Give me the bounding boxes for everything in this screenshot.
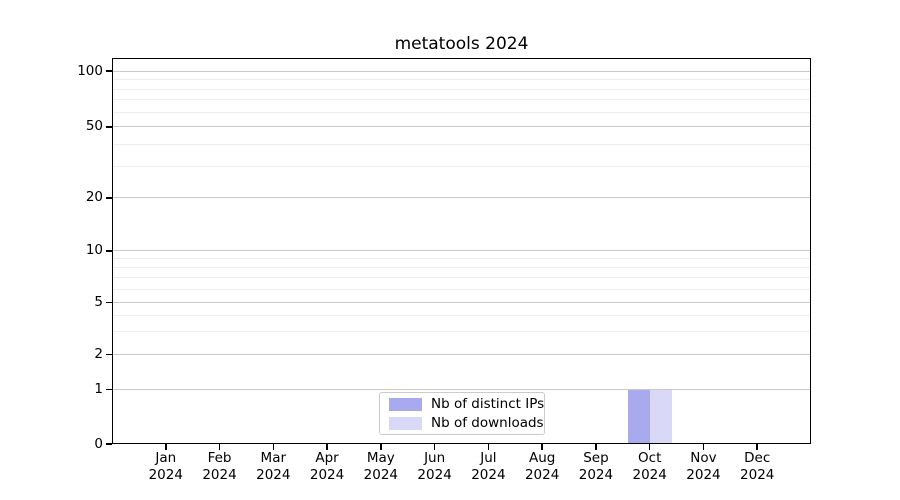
y-tick-mark [106,301,112,304]
y-tick-mark [106,197,112,199]
x-tick-mark [756,444,759,450]
x-tick-mark [380,444,382,450]
x-tick-label: Feb 2024 [202,450,237,483]
y-tick-mark [106,443,112,445]
legend: Nb of distinct IPs Nb of downloads [379,392,545,435]
grid-major-line [112,126,811,128]
x-tick-mark [164,444,167,450]
y-tick-mark [106,126,112,128]
grid-minor-line [112,111,811,113]
grid-minor-line [112,143,811,145]
x-tick-mark [541,444,543,450]
grid-minor-line [112,266,811,268]
legend-row: Nb of downloads [389,415,544,431]
grid-major-line [112,250,811,252]
grid-major-line [112,70,811,72]
bar-downloads [649,389,672,444]
x-tick-mark [595,444,597,450]
y-tick-mark [106,249,112,252]
y-tick-label: 5 [94,294,103,311]
bar-distinct-ips [627,389,650,444]
x-tick-label: Dec 2024 [740,450,775,483]
chart-title: metatools 2024 [394,34,529,54]
grid-minor-line [112,165,811,167]
x-tick-mark [702,444,705,450]
grid-minor-line [112,258,811,260]
legend-swatch [389,397,422,411]
y-tick-label: 1 [94,381,103,398]
x-tick-label: Jul 2024 [471,450,506,483]
grid-major-line [112,389,811,391]
x-tick-label: May 2024 [363,450,399,483]
grid-minor-line [112,276,811,278]
legend-swatch [389,416,422,430]
legend-row: Nb of distinct IPs [389,396,544,412]
grid-major-line [112,302,811,304]
grid-minor-line [112,99,811,101]
x-tick-mark [433,444,436,450]
grid-minor-line [112,88,811,90]
y-tick-mark [106,70,112,72]
x-tick-mark [272,444,275,450]
y-tick-label: 2 [94,346,103,363]
grid-major-line [112,354,811,356]
x-tick-mark [487,444,490,450]
grid-minor-line [112,79,811,80]
grid-major-line [112,197,811,199]
x-tick-label: Aug 2024 [524,450,560,483]
grid-minor-line [112,331,811,333]
x-tick-label: Jan 2024 [148,450,183,483]
y-tick-label: 100 [77,62,103,79]
x-tick-label: Mar 2024 [256,450,291,483]
x-tick-label: Sep 2024 [578,450,614,483]
y-tick-label: 10 [85,242,103,259]
plot-area: Nb of distinct IPs Nb of downloads [112,58,811,444]
x-tick-mark [648,444,651,450]
x-tick-mark [326,444,328,450]
x-tick-label: Apr 2024 [309,450,345,483]
x-tick-mark [218,444,221,450]
x-tick-label: Oct 2024 [632,450,667,483]
legend-label: Nb of distinct IPs [431,396,545,412]
legend-label: Nb of downloads [431,415,544,431]
y-tick-label: 20 [85,189,103,206]
y-tick-mark [106,353,112,356]
x-tick-label: Nov 2024 [686,450,721,483]
y-tick-label: 0 [94,435,103,452]
y-tick-label: 50 [85,118,103,135]
x-tick-label: Jun 2024 [417,450,452,483]
y-tick-mark [106,388,112,391]
grid-minor-line [112,314,811,316]
grid-minor-line [112,288,811,290]
